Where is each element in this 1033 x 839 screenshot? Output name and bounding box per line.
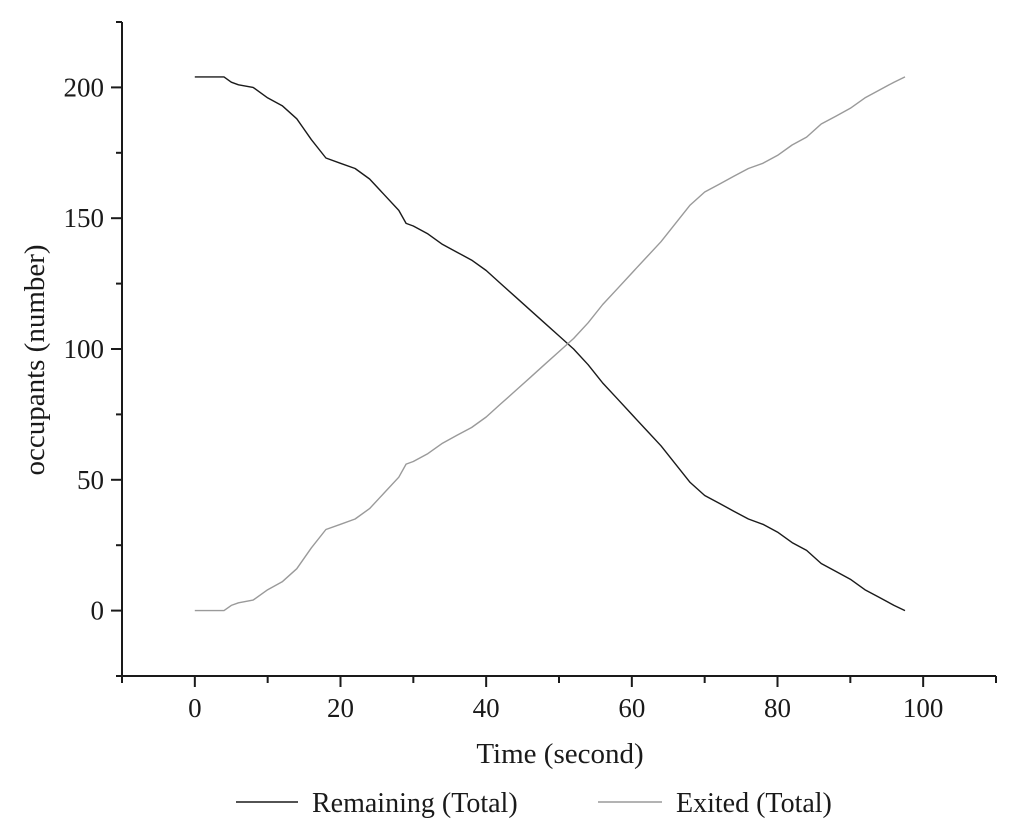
- y-tick-label: 50: [77, 465, 104, 495]
- x-tick-label: 80: [764, 693, 791, 723]
- x-tick-label: 60: [618, 693, 645, 723]
- legend-label-remaining: Remaining (Total): [312, 788, 518, 819]
- y-tick-label: 100: [64, 334, 105, 364]
- series-line-exited-total: [194, 76, 906, 612]
- series-line-remaining-total: [194, 76, 906, 612]
- y-axis-title: occupants (number): [19, 244, 51, 475]
- x-tick-label: 20: [327, 693, 354, 723]
- x-axis-title: Time (second): [476, 738, 643, 770]
- axes: [121, 22, 996, 677]
- x-tick-label: 0: [188, 693, 202, 723]
- series-layer: [194, 76, 906, 612]
- legend-label-exited: Exited (Total): [676, 788, 832, 819]
- y-tick-label: 0: [91, 596, 105, 626]
- ticks: [111, 21, 997, 687]
- x-tick-label: 100: [903, 693, 944, 723]
- tick-labels: 0 20 40 60 80 100 0 50 100 150 200: [64, 72, 944, 723]
- y-tick-label: 200: [64, 72, 105, 102]
- legend: Remaining (Total) Exited (Total): [236, 788, 832, 819]
- x-tick-label: 40: [473, 693, 500, 723]
- y-tick-label: 150: [64, 203, 105, 233]
